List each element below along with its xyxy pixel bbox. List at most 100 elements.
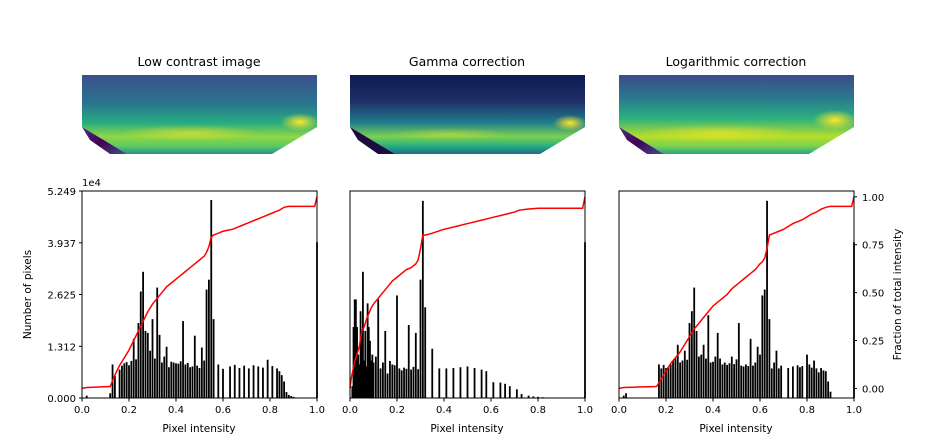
histogram-bar [773, 362, 775, 398]
histogram-bar [367, 327, 370, 398]
histogram-bar [431, 348, 434, 398]
histogram-bar [146, 332, 149, 398]
histogram-bar [184, 364, 187, 398]
x-tick-label: 0.0 [342, 405, 358, 416]
histogram-bar [679, 362, 681, 398]
y-offset-label: 1e4 [82, 178, 101, 189]
histogram-bar [85, 395, 88, 398]
histogram-bar [813, 360, 815, 398]
image-panel-low-contrast: Low contrast image [82, 54, 320, 154]
histogram-bar [118, 369, 121, 398]
histogram-bar [182, 321, 184, 398]
image-dark-corner [82, 127, 127, 154]
y-tick-label: 0.000 [47, 394, 76, 405]
histogram-bar [287, 394, 290, 398]
image-highlight [640, 124, 800, 142]
histogram-bar [466, 366, 469, 398]
histogram-bar [370, 360, 373, 398]
histogram-bar [125, 362, 128, 398]
x-tick-label: 0.6 [215, 405, 231, 416]
axes-frame [81, 190, 318, 399]
histogram-bar [285, 392, 288, 398]
histogram-bar [702, 344, 705, 398]
histogram-bar [806, 354, 808, 398]
y2-tick-label: 0.25 [862, 337, 884, 348]
y2-tick-label: 0.00 [862, 384, 884, 395]
x-axis-label: Pixel intensity [162, 423, 235, 435]
histogram-panel-low-contrast: 0.0 0.2 0.4 0.6 0.8 1.0 0.000 1.312 2.625 3.9… [22, 178, 325, 435]
histogram-bar [801, 366, 804, 398]
histogram-bar [354, 299, 357, 398]
histogram-bar [485, 371, 488, 398]
histogram-bar [210, 200, 213, 398]
histogram-bar [438, 368, 441, 398]
y-tick-label: 5.249 [47, 187, 76, 198]
histogram-bar [412, 366, 415, 398]
x-tick-label: 0.4 [436, 405, 452, 416]
histogram-bar [365, 366, 368, 398]
histogram-bars [85, 200, 318, 398]
histogram-bar [761, 295, 764, 398]
histogram-bar [745, 364, 747, 398]
histogram-bars [622, 200, 855, 398]
histogram-bar [362, 271, 364, 398]
histogram-bar [144, 330, 147, 398]
histogram-bar [280, 375, 283, 398]
histogram-bar [445, 368, 448, 398]
histogram-bar [205, 289, 208, 398]
histogram-bar [149, 350, 152, 398]
histogram-bar [459, 367, 462, 398]
histogram-bar [817, 372, 820, 398]
histogram-bar [775, 350, 778, 398]
histogram-bar [737, 323, 740, 398]
histogram-bar [421, 200, 424, 398]
histogram-bar [766, 200, 768, 398]
histogram-bar [759, 354, 761, 398]
histogram-bar [175, 363, 177, 398]
x-tick-label: 0.6 [483, 405, 499, 416]
histogram-bar [625, 393, 627, 398]
histogram-bar [660, 368, 663, 398]
histogram-bar [208, 279, 210, 398]
histogram-bar [389, 360, 391, 398]
histogram-bar [191, 366, 194, 398]
histogram-bar [480, 369, 483, 398]
histogram-bar [728, 363, 731, 398]
histogram-bar [382, 362, 384, 398]
histogram-bar [168, 367, 170, 398]
x-axis-ticks: 0.0 0.2 0.4 0.6 0.8 1.0 [611, 398, 862, 416]
histogram-bar [130, 360, 133, 398]
right-y-axis-ticks: 0.00 0.25 0.50 0.75 1.00 [854, 193, 884, 395]
histogram-bar [726, 364, 728, 398]
histogram-bar [217, 364, 220, 398]
histogram-bars [351, 200, 586, 398]
histogram-bar [810, 367, 813, 398]
y-tick-label: 1.312 [47, 342, 76, 353]
histogram-bar [222, 368, 224, 398]
histogram-bar [177, 363, 180, 398]
histogram-bar [527, 395, 530, 398]
histogram-bar [114, 375, 116, 398]
histogram-bar [716, 332, 719, 398]
histogram-bar [139, 291, 142, 398]
histogram-bar [756, 346, 759, 398]
histogram-bar [172, 362, 175, 398]
histogram-bar [212, 319, 215, 398]
histogram-bar [360, 334, 363, 398]
histogram-bar [669, 364, 672, 398]
histogram-bar [374, 356, 377, 398]
histogram-bar [151, 319, 154, 398]
histogram-bar [121, 365, 123, 398]
histogram-bar [752, 365, 754, 398]
image-panel-log: Logarithmic correction [619, 54, 857, 154]
histogram-bar [792, 366, 794, 398]
histogram-bar [747, 366, 750, 398]
histogram-bar [396, 295, 398, 398]
image-title: Low contrast image [137, 54, 260, 69]
histogram-bar [128, 365, 130, 398]
image-highlight [813, 110, 857, 130]
histogram-bar [410, 369, 412, 398]
x-axis-ticks: 0.0 0.2 0.4 0.6 0.8 1.0 [74, 398, 325, 416]
histogram-bar [824, 371, 827, 398]
histogram-bar [189, 367, 191, 398]
